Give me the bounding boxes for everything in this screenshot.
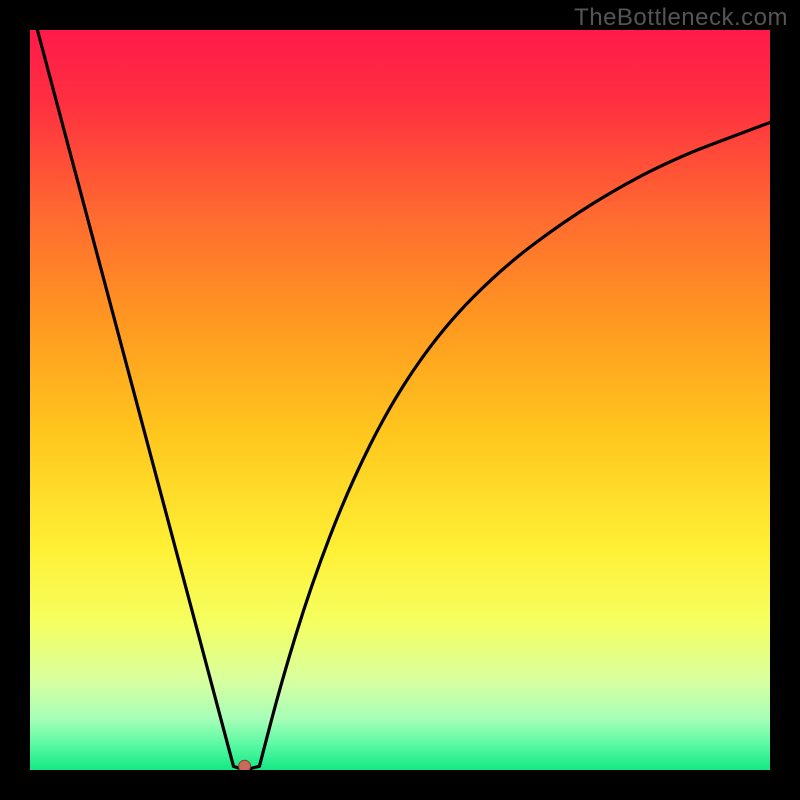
gradient-plot-area bbox=[30, 30, 770, 770]
outer-frame: TheBottleneck.com bbox=[0, 0, 800, 800]
bottleneck-curve bbox=[30, 30, 770, 770]
watermark-text: TheBottleneck.com bbox=[574, 4, 788, 32]
